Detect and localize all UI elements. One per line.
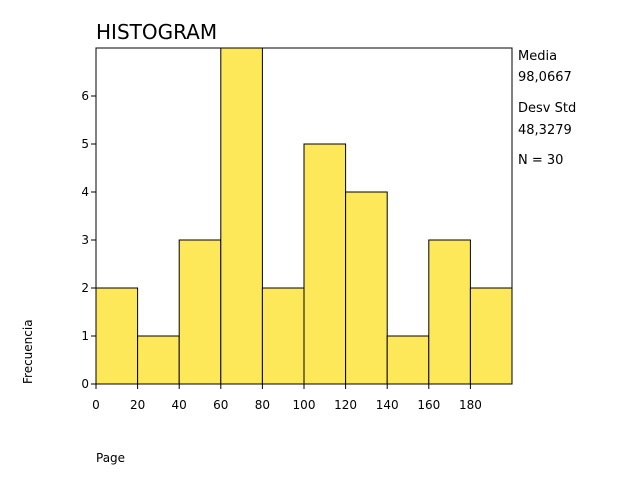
y-tick-label: 3 (81, 233, 89, 247)
y-axis-ticks: 0 1 2 3 4 5 6 (81, 89, 96, 391)
x-tick-label: 20 (130, 398, 145, 412)
stat-std-label: Desv Std (518, 101, 576, 116)
x-tick-label: 140 (376, 398, 399, 412)
x-axis-ticks: 0 20 40 60 80 100 120 140 160 180 (92, 384, 482, 412)
stat-n: N = 30 (518, 153, 563, 168)
histogram-bars (95, 47, 513, 385)
histogram-bar (345, 191, 388, 385)
histogram-bar (220, 47, 263, 385)
y-axis-label: Frecuencia (21, 319, 35, 384)
x-tick-label: 160 (417, 398, 440, 412)
x-tick-label: 180 (459, 398, 482, 412)
y-tick-label: 4 (81, 185, 89, 199)
stat-std-value: 48,3279 (518, 123, 572, 138)
x-tick-label: 40 (172, 398, 187, 412)
x-tick-label: 0 (92, 398, 100, 412)
y-tick-label: 1 (81, 329, 89, 343)
x-tick-label: 80 (255, 398, 270, 412)
x-tick-label: 100 (293, 398, 316, 412)
y-tick-label: 6 (81, 89, 89, 103)
stat-mean-value: 98,0667 (518, 70, 572, 85)
histogram-bar (178, 239, 222, 385)
histogram-bar (469, 287, 513, 385)
stats-box: Media 98,0667 Desv Std 48,3279 N = 30 (518, 49, 576, 168)
histogram-bar (303, 143, 347, 385)
histogram-bar (137, 335, 180, 385)
y-tick-label: 0 (81, 377, 89, 391)
chart-title: HISTOGRAM (96, 20, 217, 44)
histogram-bar (95, 287, 139, 385)
histogram-bar (261, 287, 305, 385)
histogram-bar (386, 335, 430, 385)
y-tick-label: 5 (81, 137, 89, 151)
x-tick-label: 60 (213, 398, 228, 412)
histogram-bar (428, 239, 471, 385)
stat-mean-label: Media (518, 49, 557, 64)
y-tick-label: 2 (81, 281, 89, 295)
x-tick-label: 120 (334, 398, 357, 412)
x-axis-label: Page (96, 451, 125, 465)
